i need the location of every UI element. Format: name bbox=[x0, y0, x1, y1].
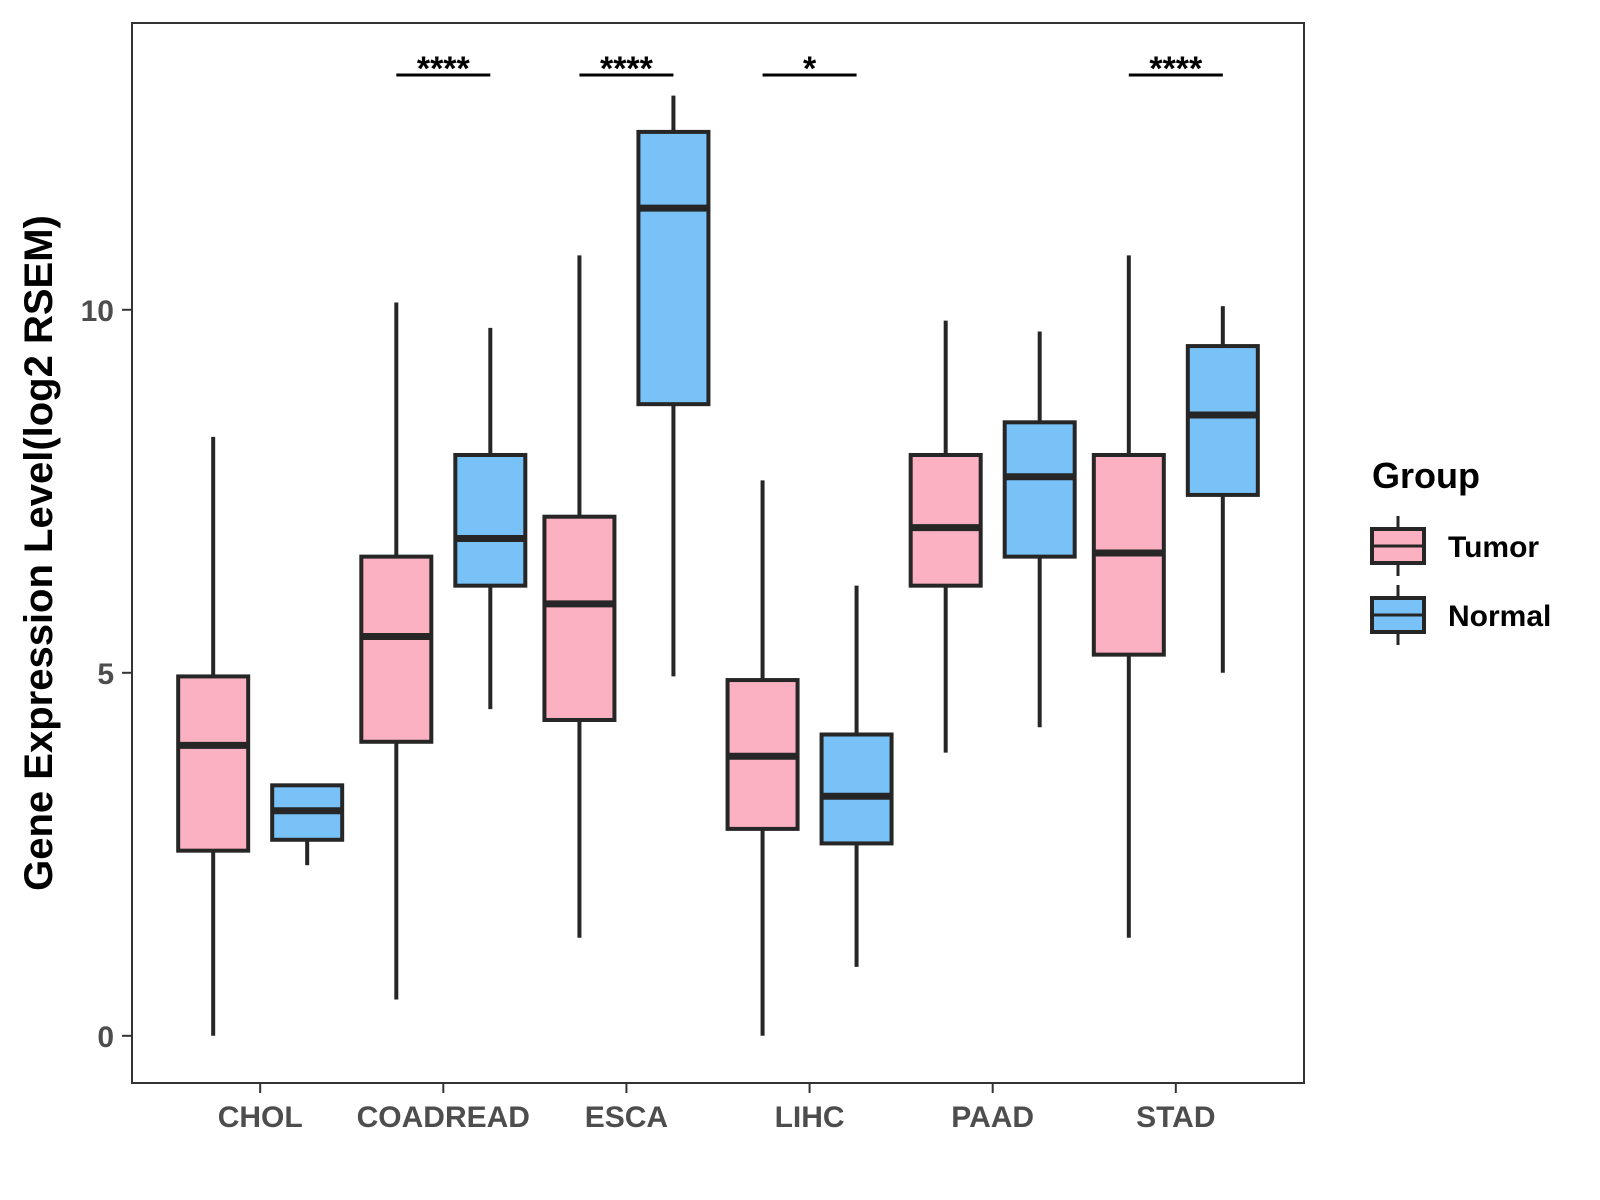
box-iqr bbox=[542, 514, 617, 722]
x-tick-label: ESCA bbox=[585, 1101, 668, 1134]
box-tumor-esca bbox=[542, 255, 617, 938]
legend-title: Group bbox=[1372, 455, 1480, 496]
box-normal-chol bbox=[270, 783, 345, 866]
box-tumor-stad bbox=[1091, 255, 1166, 938]
box-iqr bbox=[636, 129, 711, 407]
box-normal-lihc bbox=[819, 585, 894, 967]
box-iqr bbox=[819, 732, 894, 846]
box-normal-coadread bbox=[453, 327, 528, 710]
boxplot-marks bbox=[176, 95, 1260, 1036]
y-axis-title: Gene Expression Level(log2 RSEM) bbox=[17, 215, 61, 891]
significance-label: **** bbox=[1149, 50, 1203, 88]
legend-label: Normal bbox=[1448, 600, 1551, 633]
y-tick-label: 5 bbox=[97, 658, 114, 691]
x-tick-label: COADREAD bbox=[357, 1101, 530, 1134]
legend-key-tumor: Tumor bbox=[1370, 516, 1539, 576]
significance-label: * bbox=[803, 50, 817, 88]
x-tick-label: STAD bbox=[1136, 1101, 1215, 1134]
box-iqr bbox=[359, 554, 434, 744]
x-axis: CHOL COADREAD ESCA LIHC PAAD STAD bbox=[218, 1083, 1216, 1134]
box-normal-paad bbox=[1002, 331, 1077, 728]
x-tick-label: CHOL bbox=[218, 1101, 303, 1134]
box-normal-esca bbox=[636, 95, 711, 677]
box-normal-stad bbox=[1185, 306, 1260, 673]
significance-label: **** bbox=[417, 50, 471, 88]
box-tumor-coadread bbox=[359, 302, 434, 1000]
x-tick-label: PAAD bbox=[951, 1101, 1034, 1134]
significance-label: **** bbox=[600, 50, 654, 88]
legend-key-normal: Normal bbox=[1370, 585, 1551, 645]
legend-label: Tumor bbox=[1448, 531, 1539, 564]
y-axis: 0 5 10 bbox=[81, 295, 132, 1054]
box-iqr bbox=[908, 452, 983, 588]
box-tumor-chol bbox=[176, 436, 251, 1036]
y-tick-label: 0 bbox=[97, 1021, 114, 1054]
box-iqr bbox=[1002, 420, 1077, 559]
box-tumor-lihc bbox=[725, 480, 800, 1036]
box-tumor-paad bbox=[908, 320, 983, 753]
significance-annotations: **** **** * **** bbox=[396, 50, 1223, 88]
y-tick-label: 10 bbox=[81, 295, 114, 328]
box-iqr bbox=[453, 452, 528, 588]
box-iqr bbox=[1185, 344, 1260, 497]
box-iqr bbox=[176, 674, 251, 853]
legend: Group Tumor Normal bbox=[1370, 455, 1551, 645]
x-tick-label: LIHC bbox=[775, 1101, 845, 1134]
